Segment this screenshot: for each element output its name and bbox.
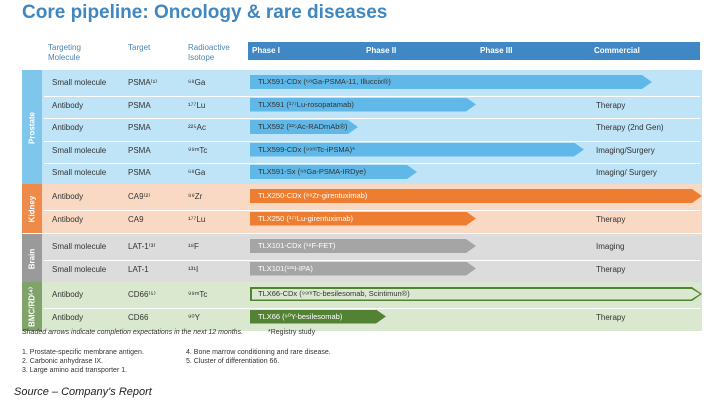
isotope-cell: ²²⁵Ac <box>188 123 206 132</box>
isotope-cell: ⁹⁹ᵐTc <box>188 145 208 155</box>
isotope-cell: ¹⁷⁷Lu <box>188 214 206 224</box>
phase-label-2: Phase II <box>366 46 397 55</box>
progress-arrow: TLX592 (²²⁵Ac-RADmAb®) <box>250 120 358 134</box>
status-cell: Imaging/ Surgery <box>596 168 657 177</box>
progress-arrow: TLX591-CDx (⁶⁸Ga-PSMA-11, Illuccix®) <box>250 75 652 89</box>
target-cell: PSMA <box>128 168 151 177</box>
molecule-cell: Small molecule <box>52 264 107 274</box>
molecule-cell: Antibody <box>52 214 84 224</box>
isotope-cell: ¹³¹I <box>188 264 199 274</box>
footnote-1: 1. Prostate-specific membrane antigen. <box>22 349 144 356</box>
footnote-4: 4. Bone marrow conditioning and rare dis… <box>186 349 331 356</box>
program-label: TLX599-CDx (⁹⁹ᵐTc-iPSMA)* <box>258 144 355 154</box>
progress-arrow: TLX66 (⁹⁰Y-besilesomab) <box>250 310 386 324</box>
program-label: TLX592 (²²⁵Ac-RADmAb®) <box>258 122 348 131</box>
progress-arrow: TLX66-CDx (⁹⁹ᵐTc-besilesomab, Scintimun®… <box>250 287 702 301</box>
status-cell: Imaging <box>596 242 625 251</box>
molecule-cell: Antibody <box>52 100 84 110</box>
phase-label-commercial: Commercial <box>594 46 640 55</box>
group-label: Prostate <box>27 112 37 145</box>
target-cell: CA9⁽²⁾ <box>128 192 151 201</box>
shaded-arrows-note: Shaded arrows indicate completion expect… <box>22 329 244 336</box>
target-cell: LAT-1⁽³⁾ <box>128 242 156 251</box>
header-target: Target <box>128 43 151 52</box>
isotope-cell: ⁹⁰Y <box>188 312 200 322</box>
page-title: Core pipeline: Oncology & rare diseases <box>22 2 388 23</box>
program-label: TLX591 (¹⁷⁷Lu-rosopatamab) <box>258 99 354 109</box>
isotope-cell: ⁸⁹Zr <box>188 192 203 201</box>
target-cell: CD66 <box>128 312 149 322</box>
row-divider <box>44 118 700 119</box>
molecule-cell: Small molecule <box>52 168 107 177</box>
header-molecule: Targeting Molecule <box>48 43 81 62</box>
group-label-cell: Prostate <box>22 70 42 187</box>
footnote-5: 5. Cluster of differentiation 66. <box>186 358 280 365</box>
progress-arrow: TLX250 (¹⁷⁷Lu-girentuximab) <box>250 212 476 226</box>
program-label: TLX250 (¹⁷⁷Lu-girentuximab) <box>258 213 354 223</box>
target-cell: PSMA <box>128 145 151 155</box>
header-isotope: Radioactive Isotope <box>188 43 230 62</box>
target-cell: PSMA <box>128 100 151 110</box>
molecule-cell: Small molecule <box>52 145 107 155</box>
registry-note: *Registry study <box>268 329 316 336</box>
target-cell: CD66⁽⁵⁾ <box>128 290 156 299</box>
row-divider <box>44 95 700 97</box>
group-label: BMC/RD⁽⁴⁾ <box>27 286 37 327</box>
status-cell: Therapy <box>596 100 626 110</box>
progress-arrow: TLX250-CDx (⁸⁹Zr-girentuximab) <box>250 189 702 203</box>
footnote-2: 2. Carbonic anhydrase IX. <box>22 358 103 365</box>
phase-label-1: Phase I <box>252 46 281 55</box>
isotope-cell: ¹⁷⁷Lu <box>188 100 206 110</box>
progress-arrow: TLX101-CDx (¹⁸F-FET) <box>250 239 476 253</box>
row-divider <box>44 209 700 211</box>
target-cell: CA9 <box>128 214 144 224</box>
status-cell: Imaging/Surgery <box>596 145 655 155</box>
isotope-cell: ⁶⁸Ga <box>188 78 206 87</box>
isotope-cell: ⁹⁹ᵐTc <box>188 290 208 299</box>
progress-arrow: TLX599-CDx (⁹⁹ᵐTc-iPSMA)* <box>250 143 584 157</box>
group-label-cell: Kidney <box>22 184 42 233</box>
target-cell: PSMA <box>128 123 151 132</box>
group-label: Kidney <box>27 195 37 222</box>
program-label: TLX101-CDx (¹⁸F-FET) <box>258 241 336 250</box>
status-cell: Therapy <box>596 312 626 322</box>
isotope-cell: ¹⁸F <box>188 242 199 251</box>
row-divider <box>44 307 700 309</box>
program-label: TLX66-CDx (⁹⁹ᵐTc-besilesomab, Scintimun®… <box>258 289 410 298</box>
phase-header-bar: Phase I Phase II Phase III Commercial <box>248 42 700 60</box>
program-label: TLX250-CDx (⁸⁹Zr-girentuximab) <box>258 191 368 200</box>
program-label: TLX66 (⁹⁰Y-besilesomab) <box>258 311 343 321</box>
molecule-cell: Antibody <box>52 192 84 201</box>
source-caption: Source – Company's Report <box>14 386 152 398</box>
row-divider <box>44 163 700 164</box>
footnote-3: 3. Large amino acid transporter 1. <box>22 367 128 374</box>
group-label: Brain <box>27 248 37 269</box>
program-label: TLX591-Sx (⁶⁸Ga-PSMA-IRDye) <box>258 167 366 176</box>
status-cell: Therapy <box>596 264 626 274</box>
molecule-cell: Small molecule <box>52 78 107 87</box>
status-cell: Therapy <box>596 214 626 224</box>
progress-arrow: TLX591-Sx (⁶⁸Ga-PSMA-IRDye) <box>250 165 417 179</box>
progress-arrow-fill <box>252 289 701 300</box>
target-cell: LAT-1 <box>128 264 149 274</box>
molecule-cell: Antibody <box>52 312 84 322</box>
molecule-cell: Antibody <box>52 290 84 299</box>
progress-arrow: TLX101(¹³¹I-IPA) <box>250 262 476 276</box>
progress-arrow: TLX591 (¹⁷⁷Lu-rosopatamab) <box>250 98 476 112</box>
status-cell: Therapy (2nd Gen) <box>596 123 664 132</box>
program-label: TLX591-CDx (⁶⁸Ga-PSMA-11, Illuccix®) <box>258 77 391 86</box>
molecule-cell: Small molecule <box>52 242 107 251</box>
phase-label-3: Phase III <box>480 46 513 55</box>
group-label-cell: BMC/RD⁽⁴⁾ <box>22 282 42 331</box>
group-label-cell: Brain <box>22 234 42 283</box>
target-cell: PSMA⁽¹⁾ <box>128 78 158 87</box>
isotope-cell: ⁶⁸Ga <box>188 168 206 177</box>
row-divider <box>44 259 700 261</box>
row-divider <box>44 140 700 142</box>
program-label: TLX101(¹³¹I-IPA) <box>258 263 313 273</box>
molecule-cell: Antibody <box>52 123 84 132</box>
